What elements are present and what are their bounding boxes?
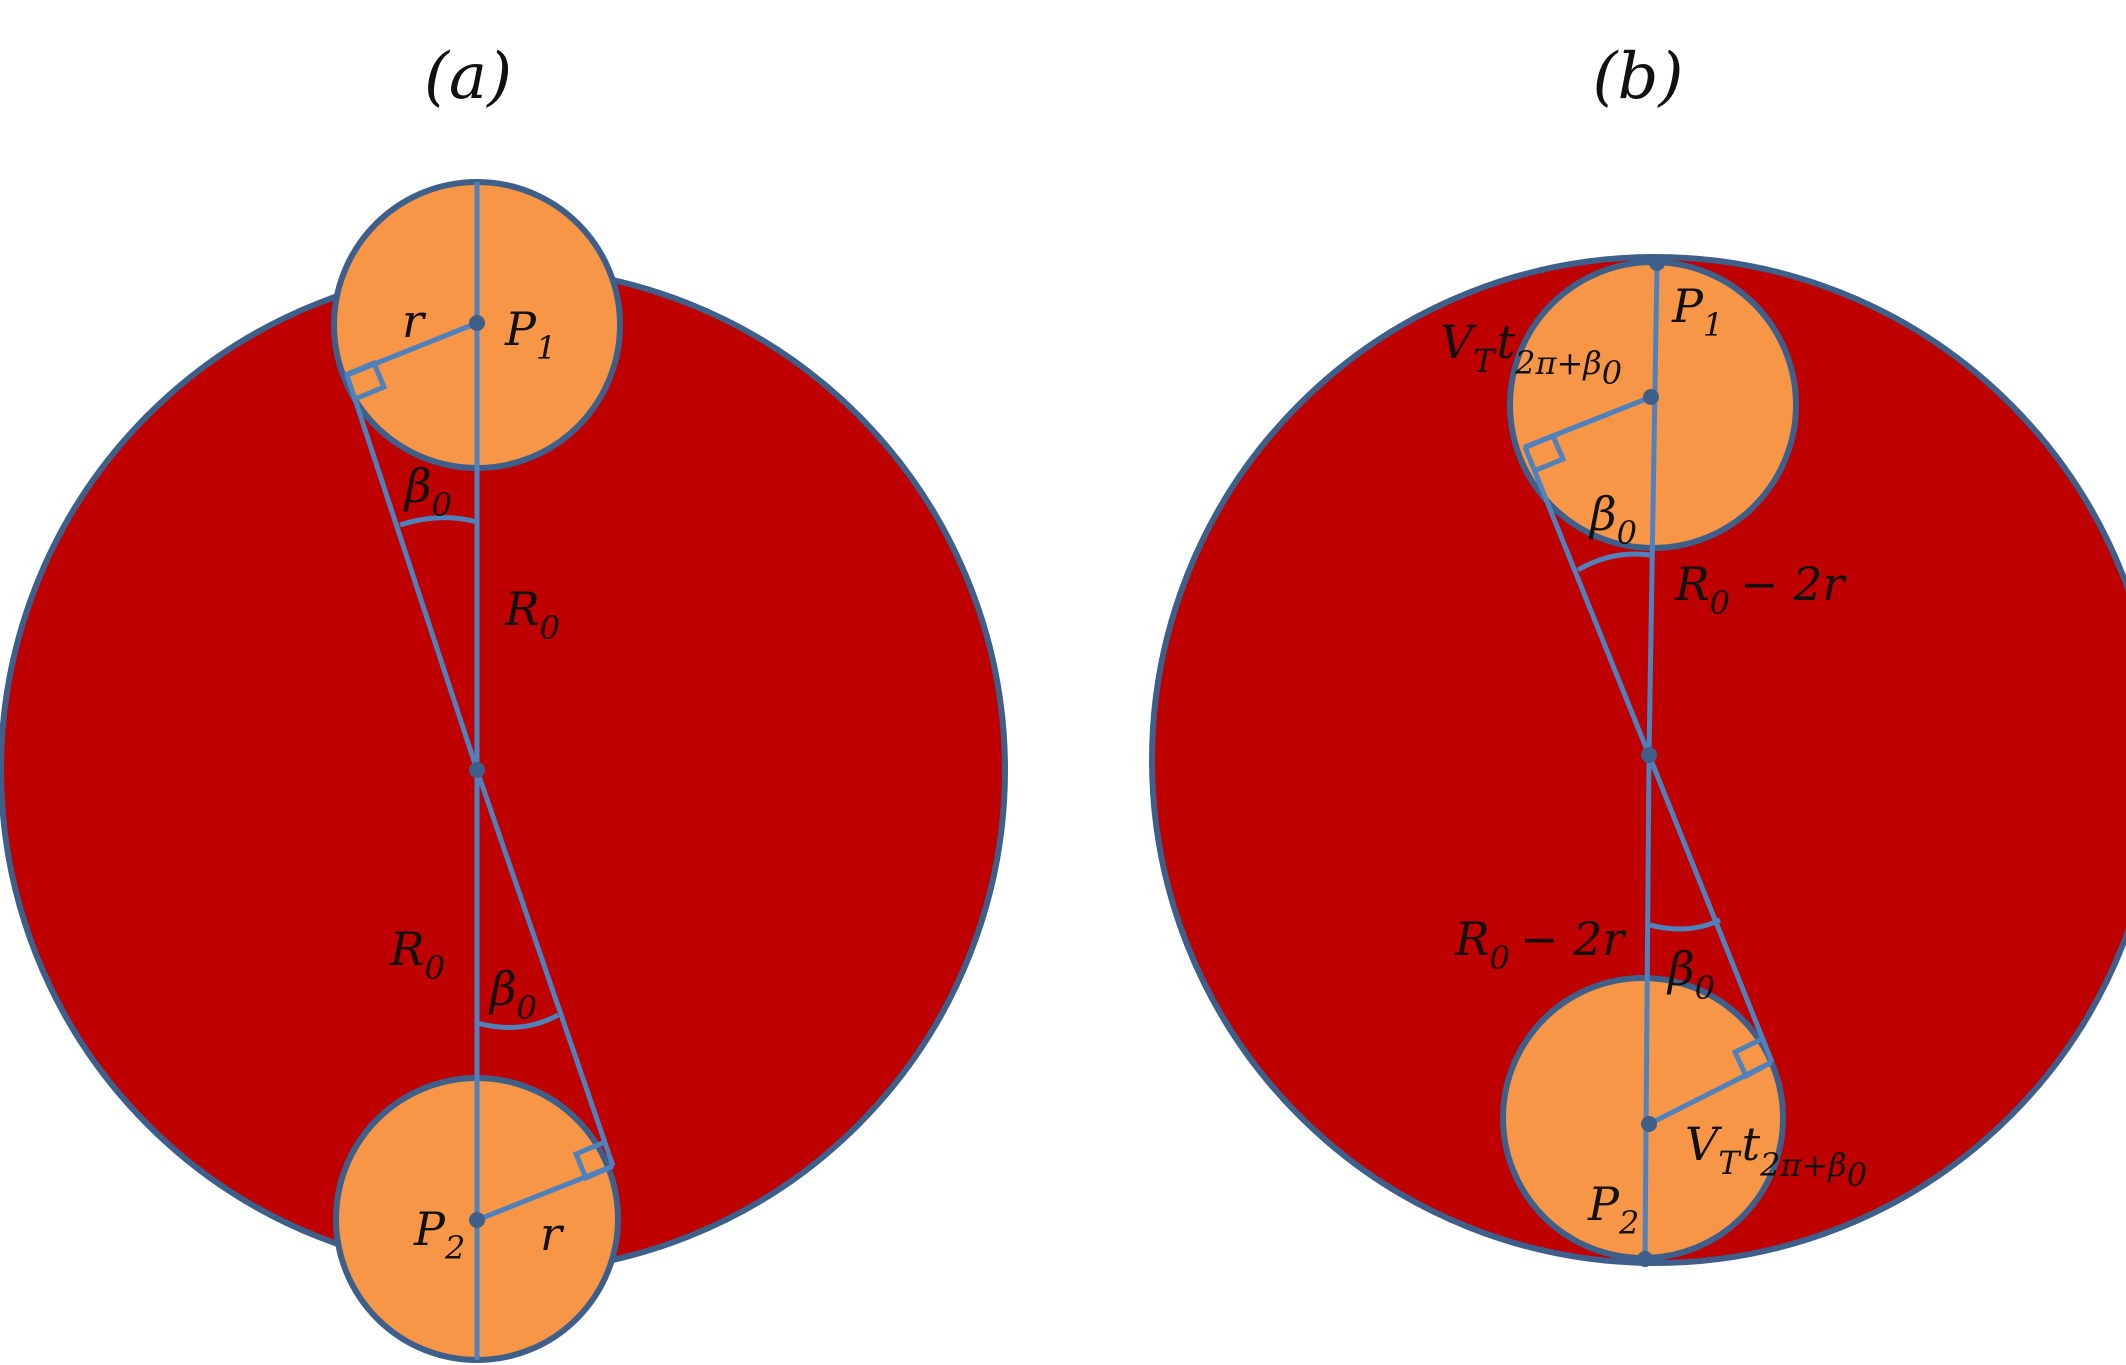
panel-a-label-p1: P1 (504, 302, 556, 367)
panel-b-axis-bottom (1642, 754, 1652, 1260)
panel-a-center-p2 (469, 1212, 485, 1228)
panel-b-right-angle-top (1523, 432, 1567, 474)
panel-a-center-p1 (469, 315, 485, 331)
panel-b-axis-top (1646, 262, 1660, 756)
panel-b-label-vt-top: VTt2π+β0 (1440, 315, 1622, 392)
panel-b-center-big (1641, 747, 1657, 763)
panel-b-label-vt-bottom: VTt2π+β0 (1685, 1117, 1867, 1194)
panel-a-label-r-top: r (402, 294, 427, 348)
panel-b-center-p1 (1643, 389, 1659, 405)
panel-a-label-p2: P2 (413, 1202, 465, 1267)
panel-a-right-angle-bottom (572, 1139, 615, 1182)
panel-b-label-p2: P2 (1587, 1177, 1639, 1242)
panel-a: (a) r P1 β0 R0 R0 β0 P2 r (0, 40, 1008, 1363)
panel-b-center-p2 (1641, 1116, 1657, 1132)
panel-b: (b) P1 VTt2π+β0 β0 R0− 2r R0− 2r β0 VTt2… (1149, 40, 2126, 1267)
panel-b-bottom-point (1637, 1251, 1653, 1267)
panel-b-label: (b) (1593, 40, 1684, 114)
panel-a-label-beta-top: β0 (403, 459, 452, 524)
panel-b-label-beta-top: β0 (1588, 487, 1637, 552)
panel-b-angle-arc-top (1576, 551, 1651, 573)
panel-b-label-r0-minus-2r-bottom: R0− 2r (1454, 912, 1627, 977)
panel-b-right-angle-bottom (1731, 1035, 1774, 1080)
panel-b-label-beta-bottom: β0 (1666, 942, 1715, 1007)
panel-a-angle-arc-bottom (476, 1012, 560, 1030)
panel-a-label-r-bottom: r (540, 1207, 565, 1261)
panel-b-tangent-top (1522, 446, 1652, 756)
panel-a-tangent-top (344, 374, 480, 771)
panel-b-angle-arc-bottom (1649, 917, 1722, 932)
panel-b-label-r0-minus-2r-top: R0− 2r (1674, 557, 1847, 622)
panel-b-label-p1: P1 (1671, 279, 1723, 344)
panel-b-tangent-bottom (1646, 754, 1775, 1063)
panel-a-center-big (469, 762, 485, 778)
panel-a-right-angle-top (344, 359, 388, 402)
panel-a-tangent-bottom (474, 769, 616, 1167)
panel-a-label: (a) (424, 40, 512, 114)
panel-a-label-beta-bottom: β0 (488, 962, 537, 1027)
panel-a-label-r0-bottom: R0 (389, 922, 445, 987)
panel-a-angle-arc-top (399, 515, 478, 528)
panel-b-top-point (1649, 255, 1665, 271)
panel-a-label-r0-top: R0 (504, 582, 560, 647)
